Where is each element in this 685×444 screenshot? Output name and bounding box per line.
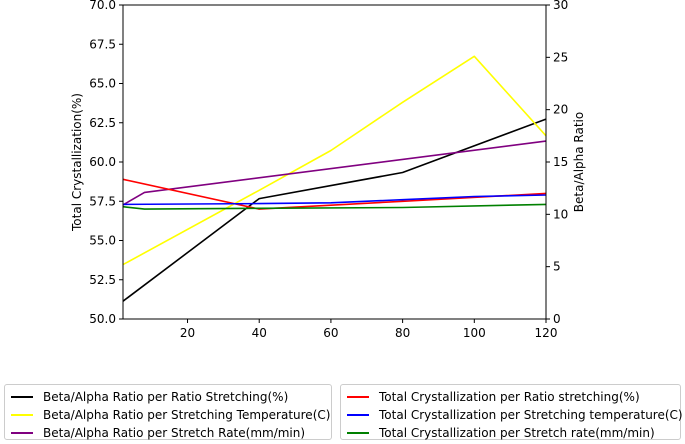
y-left-tick-label: 62.5 xyxy=(89,116,116,130)
series-line-1 xyxy=(122,118,547,302)
x-axis: 20 40 60 80 100 120 xyxy=(180,319,558,340)
series-line-4 xyxy=(122,178,547,210)
legend-entry: Total Crystallization per Ratio stretchi… xyxy=(347,388,674,406)
y-right-tick-label: 30 xyxy=(553,0,568,12)
legend-label: Total Crystallization per Stretching tem… xyxy=(379,408,683,422)
legend-entry: Beta/Alpha Ratio per Stretching Temperat… xyxy=(11,406,330,424)
y-axis-left: 50.0 52.5 55.0 57.5 60.0 62.5 65.0 67.5 70.0 xyxy=(89,0,123,326)
y-left-tick-label: 55.0 xyxy=(89,234,116,248)
y-left-tick-label: 50.0 xyxy=(89,312,116,326)
legend-right: Total Crystallization per Ratio stretchi… xyxy=(340,384,683,442)
x-tick-label: 20 xyxy=(180,326,195,340)
legend-entry: Total Crystallization per Stretching tem… xyxy=(347,406,683,424)
legend-label: Beta/Alpha Ratio per Stretching Temperat… xyxy=(43,408,331,422)
x-tick-label: 40 xyxy=(252,326,267,340)
series-line-6 xyxy=(122,203,547,210)
series-layer xyxy=(122,55,547,302)
y-right-tick-label: 0 xyxy=(553,312,561,326)
x-tick-label: 100 xyxy=(463,326,486,340)
legend-label: Total Crystallization per Ratio stretchi… xyxy=(379,390,640,404)
legend-swatch xyxy=(347,432,369,434)
y-left-tick-label: 70.0 xyxy=(89,0,116,12)
y-right-tick-label: 25 xyxy=(553,50,568,64)
x-tick-label: 60 xyxy=(323,326,338,340)
x-tick-label: 120 xyxy=(535,326,558,340)
y-right-tick-label: 5 xyxy=(553,260,561,274)
legend-label: Beta/Alpha Ratio per Stretch Rate(mm/min… xyxy=(43,426,306,440)
legend-swatch xyxy=(11,414,33,416)
x-tick-label: 80 xyxy=(395,326,410,340)
legend-entry: Beta/Alpha Ratio per Stretch Rate(mm/min… xyxy=(11,424,325,442)
legend-swatch xyxy=(347,396,369,398)
legend-label: Beta/Alpha Ratio per Ratio Stretching(%) xyxy=(43,390,289,404)
series-line-3 xyxy=(122,140,547,206)
legend-left: Beta/Alpha Ratio per Ratio Stretching(%)… xyxy=(4,384,332,440)
legend-label: Total Crystallization per Stretch rate(m… xyxy=(379,426,655,440)
legend-swatch xyxy=(11,396,33,398)
y-axis-left-label: Total Crystallization(%) xyxy=(70,93,84,232)
y-right-tick-label: 10 xyxy=(553,207,568,221)
y-axis-right: 0 5 10 15 20 25 30 xyxy=(546,0,568,326)
y-right-tick-label: 20 xyxy=(553,103,568,117)
y-left-tick-label: 65.0 xyxy=(89,77,116,91)
legend-swatch xyxy=(11,432,33,434)
y-left-tick-label: 67.5 xyxy=(89,37,116,51)
legend-swatch xyxy=(347,414,369,416)
y-axis-right-label: Beta/Alpha Ratio xyxy=(572,112,586,212)
legend-entry: Beta/Alpha Ratio per Ratio Stretching(%) xyxy=(11,388,325,406)
y-right-tick-label: 15 xyxy=(553,155,568,169)
legend-entry: Total Crystallization per Stretch rate(m… xyxy=(347,424,674,442)
series-line-5 xyxy=(122,194,547,206)
y-left-tick-label: 60.0 xyxy=(89,155,116,169)
y-left-tick-label: 57.5 xyxy=(89,194,116,208)
y-left-tick-label: 52.5 xyxy=(89,273,116,287)
plot-area xyxy=(123,5,546,319)
series-line-2 xyxy=(122,55,547,266)
